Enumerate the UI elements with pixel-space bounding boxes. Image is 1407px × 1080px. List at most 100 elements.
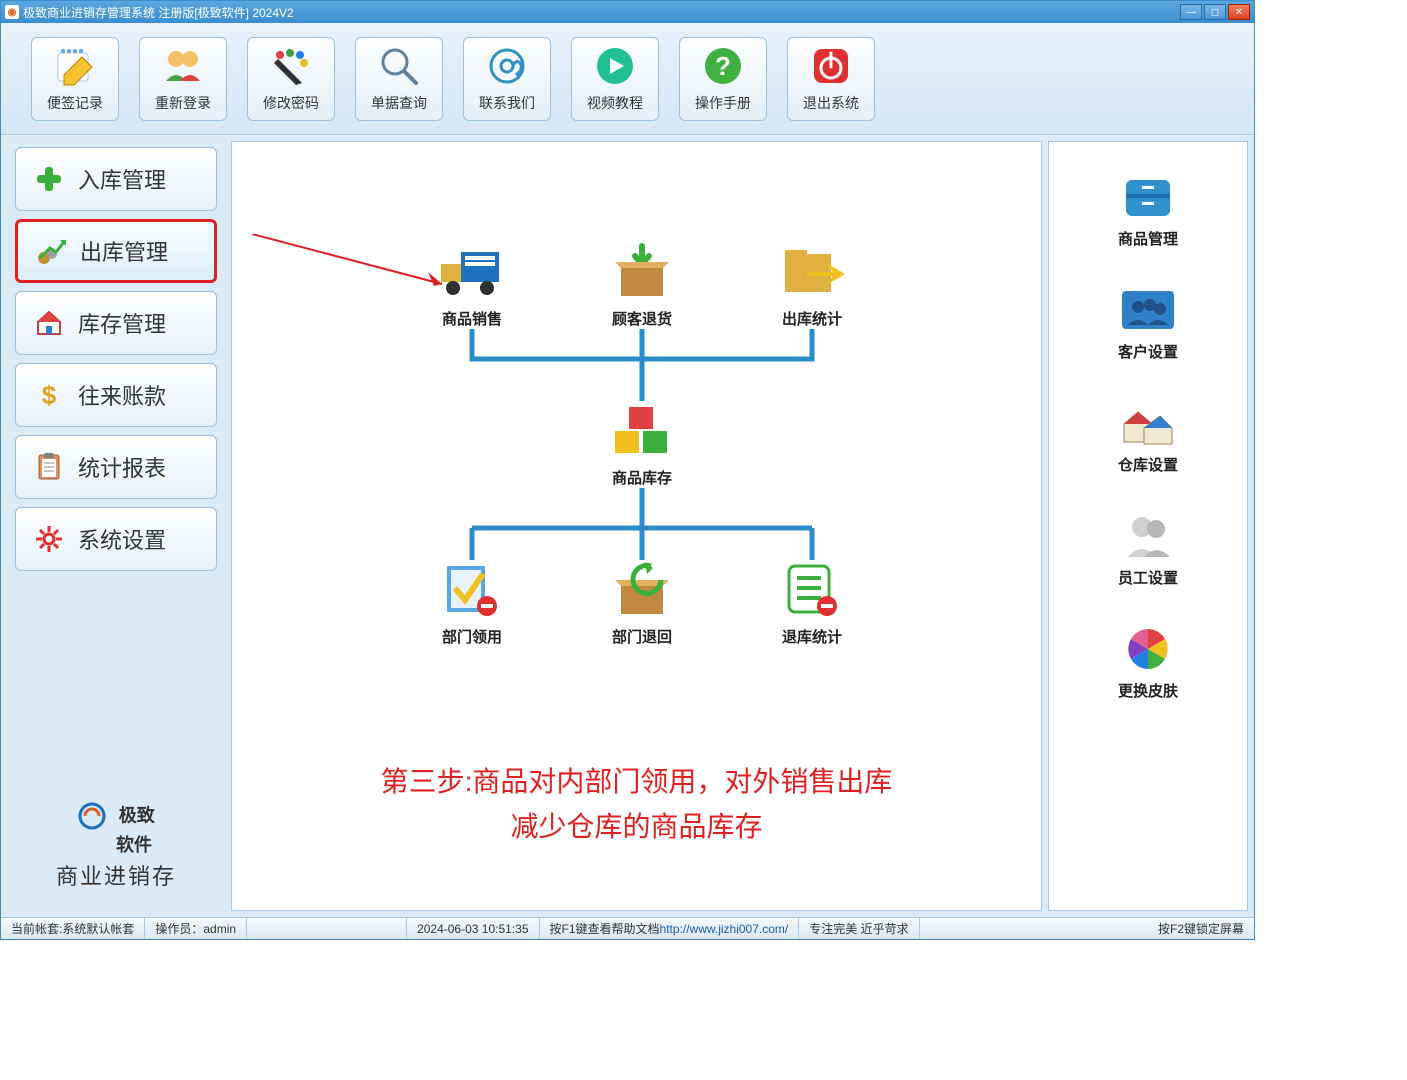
- flow-item-label: 顾客退货: [612, 308, 672, 329]
- instruction-line2: 减少仓库的商品库存: [232, 805, 1041, 850]
- window-title: 极致商业进销存管理系统 注册版[极致软件] 2024V2: [23, 4, 1180, 21]
- svg-text:?: ?: [715, 51, 731, 81]
- flow-item-label: 退库统计: [782, 626, 842, 647]
- app-icon: ◉: [5, 5, 19, 19]
- app-window: ◉ 极致商业进销存管理系统 注册版[极致软件] 2024V2 — ◻ ✕ 便签记…: [0, 0, 1255, 940]
- sidebar-item-label: 库存管理: [78, 307, 166, 339]
- flow-item-label: 商品库存: [612, 467, 672, 488]
- toolbar-password[interactable]: 修改密码: [247, 37, 335, 121]
- at-sign-icon: [486, 45, 528, 87]
- toolbar-billquery-label: 单据查询: [371, 93, 427, 113]
- flow-item-outstat[interactable]: 出库统计: [752, 242, 872, 329]
- status-help-text: 按F1键查看帮助文档: [550, 920, 660, 937]
- status-datetime: 2024-06-03 10:51:35: [407, 918, 539, 939]
- toolbar-notes-label: 便签记录: [47, 93, 103, 113]
- sidebar-item-label: 往来账款: [78, 379, 166, 411]
- toolbar-notes[interactable]: 便签记录: [31, 37, 119, 121]
- maximize-button[interactable]: ◻: [1204, 4, 1226, 20]
- sidebar-item-reports[interactable]: 统计报表: [15, 435, 217, 499]
- flow-item-return[interactable]: 顾客退货: [582, 242, 702, 329]
- flow-item-stock[interactable]: 商品库存: [582, 401, 702, 488]
- pencil-colors-icon: [270, 45, 312, 87]
- sidebar-item-outbound[interactable]: 出库管理: [15, 219, 217, 283]
- power-icon: [810, 45, 852, 87]
- users-icon: [162, 45, 204, 87]
- flow-item-retstat[interactable]: 退库统计: [752, 560, 872, 647]
- sidebar-item-label: 入库管理: [78, 163, 166, 195]
- toolbar-contact-label: 联系我们: [479, 93, 535, 113]
- toolbar-contact[interactable]: 联系我们: [463, 37, 551, 121]
- toolbar-exit-label: 退出系统: [803, 93, 859, 113]
- flow-item-sale[interactable]: 商品销售: [412, 242, 532, 329]
- rightbar-label: 商品管理: [1118, 228, 1178, 249]
- box-down-icon: [607, 242, 677, 302]
- play-icon: [594, 45, 636, 87]
- rightbar-goods[interactable]: 商品管理: [1118, 172, 1178, 249]
- body: 入库管理 出库管理 库存管理 $ 往来账款: [1, 135, 1254, 917]
- status-help-link[interactable]: http://www.jizhi007.com/: [660, 922, 789, 936]
- toolbar-relogin[interactable]: 重新登录: [139, 37, 227, 121]
- clipboard-icon: [34, 452, 64, 482]
- truck-icon: [437, 242, 507, 302]
- status-account-label: 当前帐套:: [11, 920, 62, 937]
- help-icon: ?: [702, 45, 744, 87]
- rightbar-label: 员工设置: [1118, 567, 1178, 588]
- sidebar-item-settings[interactable]: 系统设置: [15, 507, 217, 571]
- sidebar-item-label: 系统设置: [78, 523, 166, 555]
- magnifier-icon: [378, 45, 420, 87]
- toolbar-manual-label: 操作手册: [695, 93, 751, 113]
- logo-mark-icon: [77, 801, 107, 831]
- minimize-button[interactable]: —: [1180, 4, 1202, 20]
- flow-item-deptback[interactable]: 部门退回: [582, 560, 702, 647]
- logo-subtitle: 商业进销存: [7, 859, 225, 891]
- flow-item-label: 商品销售: [442, 308, 502, 329]
- rightbar-label: 更换皮肤: [1118, 680, 1178, 701]
- rightbar-warehouse[interactable]: 仓库设置: [1118, 398, 1178, 475]
- status-lock: 按F2键锁定屏幕: [1148, 918, 1254, 939]
- box-return-icon: [607, 560, 677, 620]
- toolbar-video[interactable]: 视频教程: [571, 37, 659, 121]
- toolbar-manual[interactable]: ? 操作手册: [679, 37, 767, 121]
- rightbar-skin[interactable]: 更换皮肤: [1118, 624, 1178, 701]
- status-help: 按F1键查看帮助文档 http://www.jizhi007.com/: [540, 918, 800, 939]
- sidebar-item-stock[interactable]: 库存管理: [15, 291, 217, 355]
- rightbar-staff[interactable]: 员工设置: [1118, 511, 1178, 588]
- people-icon: [1120, 285, 1176, 335]
- drawer-icon: [1120, 172, 1176, 222]
- plus-icon: [34, 164, 64, 194]
- sidebar-item-accounts[interactable]: $ 往来账款: [15, 363, 217, 427]
- flow-item-label: 部门退回: [612, 626, 672, 647]
- instruction-text: 第三步:商品对内部门领用，对外销售出库 减少仓库的商品库存: [232, 760, 1041, 850]
- folder-arrow-icon: [777, 242, 847, 302]
- flow-item-deptget[interactable]: 部门领用: [412, 560, 532, 647]
- sidebar-item-inbound[interactable]: 入库管理: [15, 147, 217, 211]
- close-button[interactable]: ✕: [1228, 4, 1250, 20]
- statusbar: 当前帐套: 系统默认帐套 操作员： admin 2024-06-03 10:51…: [1, 917, 1254, 939]
- rightbar-label: 客户设置: [1118, 341, 1178, 362]
- status-account-value: 系统默认帐套: [62, 920, 134, 937]
- trend-icon: [36, 236, 66, 266]
- toolbar: 便签记录 重新登录 修改密码 单据查询 联系我们: [1, 23, 1254, 135]
- boxes-icon: [607, 401, 677, 461]
- list-minus-icon: [777, 560, 847, 620]
- flow-item-label: 出库统计: [782, 308, 842, 329]
- houses-icon: [1120, 398, 1176, 448]
- logo-text-1: 极致: [119, 805, 155, 825]
- window-buttons: — ◻ ✕: [1180, 4, 1250, 20]
- sidebar-item-label: 统计报表: [78, 451, 166, 483]
- toolbar-video-label: 视频教程: [587, 93, 643, 113]
- workflow-diagram: 商品销售 顾客退货 出库统计: [412, 242, 872, 647]
- color-wheel-icon: [1120, 624, 1176, 674]
- flow-connector-top: [452, 329, 832, 401]
- toolbar-password-label: 修改密码: [263, 93, 319, 113]
- gear-icon: [34, 524, 64, 554]
- toolbar-exit[interactable]: 退出系统: [787, 37, 875, 121]
- dollar-icon: $: [34, 380, 64, 410]
- flow-item-label: 部门领用: [442, 626, 502, 647]
- rightbar-customer[interactable]: 客户设置: [1118, 285, 1178, 362]
- doc-check-icon: [437, 560, 507, 620]
- instruction-line1: 第三步:商品对内部门领用，对外销售出库: [232, 760, 1041, 805]
- toolbar-billquery[interactable]: 单据查询: [355, 37, 443, 121]
- toolbar-relogin-label: 重新登录: [155, 93, 211, 113]
- status-operator-label: 操作员：: [155, 920, 203, 937]
